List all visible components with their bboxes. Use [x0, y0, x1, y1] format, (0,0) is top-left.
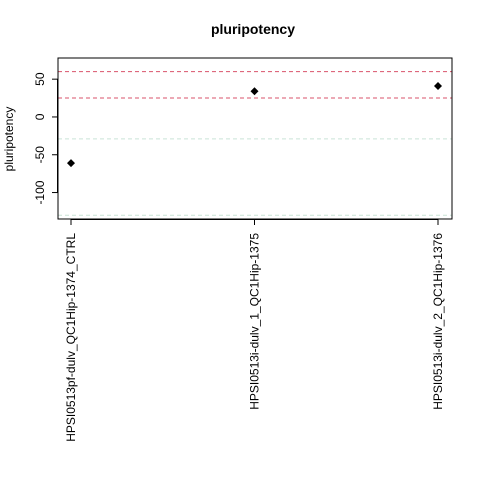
chart-title: pluripotency — [211, 21, 295, 37]
y-tick-label: -100 — [33, 180, 47, 204]
data-point — [250, 87, 259, 96]
data-point — [67, 159, 75, 168]
x-tick-label: HPSI0513i-dulv_1_QC1Hip-1375 — [248, 233, 262, 410]
data-point — [434, 81, 442, 90]
reference-lines — [58, 71, 452, 216]
data-points — [67, 81, 442, 168]
y-axis-label: pluripotency — [2, 107, 16, 172]
x-axis: HPSI0513pf-dulv_QC1Hip-1374_CTRL HPSI0513… — [64, 219, 445, 442]
y-tick-label: 50 — [33, 72, 47, 86]
y-axis: -100 -50 0 50 — [33, 72, 58, 205]
y-tick-label: 0 — [33, 113, 47, 120]
plot-frame — [57, 57, 453, 220]
x-tick-label: HPSI0513i-dulv_2_QC1Hip-1376 — [431, 233, 445, 410]
y-tick-label: -50 — [33, 146, 47, 164]
x-tick-label: HPSI0513pf-dulv_QC1Hip-1374_CTRL — [64, 233, 78, 442]
